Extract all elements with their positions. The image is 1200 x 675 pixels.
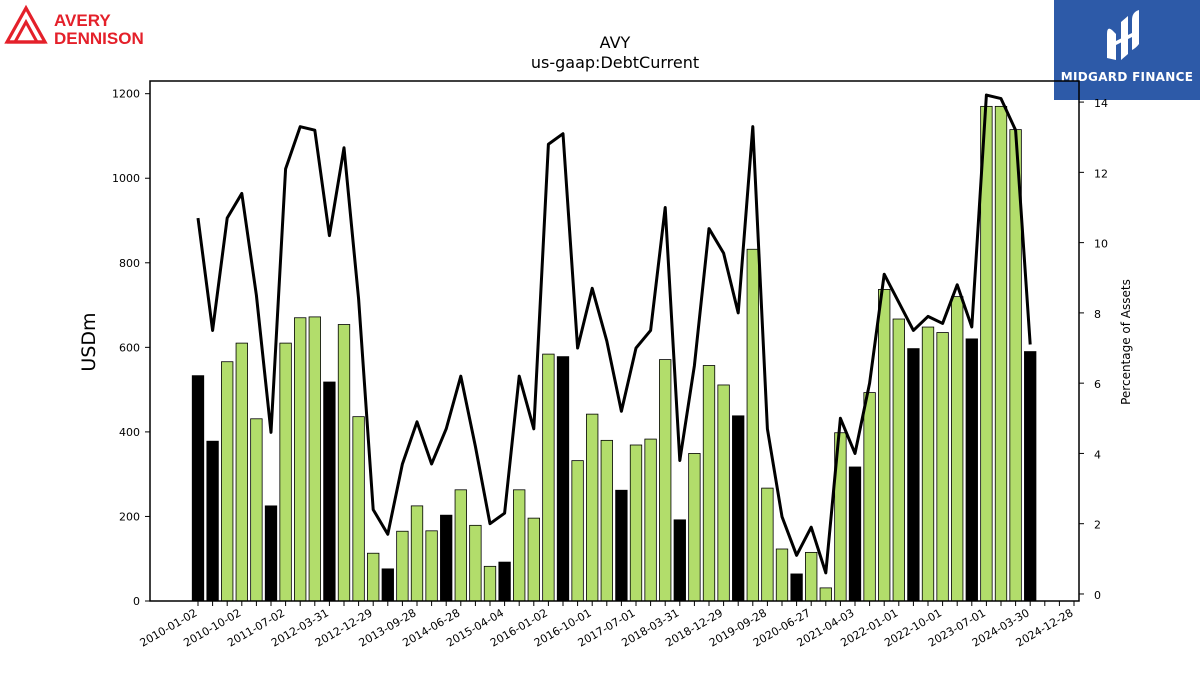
bar-42 (805, 551, 818, 602)
bar-8 (308, 316, 321, 602)
bar-7 (294, 317, 307, 602)
y-right-tick-label: 0 (1094, 589, 1101, 602)
avery-dennison-logo: AVERY DENNISON (4, 4, 174, 48)
bar-1 (206, 440, 219, 602)
y-left-tick-label: 600 (119, 341, 140, 354)
y-left-tick-label: 200 (119, 510, 140, 523)
y-left-tick-label: 400 (119, 426, 140, 439)
bar-23 (527, 517, 540, 602)
bar-57 (1024, 351, 1037, 602)
bar-0 (191, 375, 205, 602)
y-left-tick-label: 1200 (112, 88, 140, 101)
bar-35 (702, 365, 716, 602)
y-axis-right-label: Percentage of Assets (1119, 279, 1133, 405)
bar-3 (235, 342, 248, 602)
bar-43 (819, 587, 832, 602)
bar-19 (469, 524, 482, 602)
bar-37 (732, 415, 745, 602)
midgard-finance-logo: MIDGARD FINANCE (1054, 0, 1200, 100)
y-right-tick-label: 2 (1094, 519, 1101, 532)
bar-51 (936, 332, 949, 602)
bar-50 (921, 326, 935, 602)
logo-line-avery: AVERY (54, 11, 111, 30)
bar-38 (746, 248, 759, 602)
bar-11 (352, 416, 365, 602)
bar-40 (775, 548, 789, 602)
bar-6 (279, 342, 292, 602)
bar-16 (425, 530, 438, 602)
bar-36 (717, 384, 730, 602)
bar-55 (994, 105, 1008, 602)
midgard-mark-icon (1107, 10, 1139, 60)
bar-39 (761, 487, 774, 602)
bar-18 (454, 489, 467, 602)
bar-47 (878, 289, 891, 602)
bar-32 (659, 359, 672, 602)
line-group (196, 93, 1032, 575)
bar-21 (498, 561, 511, 602)
bar-25 (556, 356, 570, 602)
bar-2 (221, 361, 234, 602)
y-right-tick-label: 8 (1094, 308, 1101, 321)
y-axis-right: 0 2 4 6 8 10 12 14 (1079, 97, 1108, 602)
bar-27 (586, 413, 599, 602)
pct-of-assets-line (196, 93, 1032, 575)
chart-title: AVY (600, 33, 631, 52)
bar-5 (264, 505, 278, 602)
bar-17 (440, 514, 453, 602)
y-right-tick-label: 14 (1094, 97, 1108, 110)
y-left-tick-label: 800 (119, 257, 140, 270)
bar-53 (965, 338, 978, 602)
y-right-tick-label: 4 (1094, 448, 1101, 461)
bar-46 (863, 392, 876, 602)
avery-logo-mark-icon (4, 4, 48, 44)
x-axis: 2010-01-022010-10-022011-07-022012-03-31… (138, 601, 1076, 650)
bar-34 (688, 453, 701, 602)
bar-52 (951, 296, 964, 602)
bar-41 (790, 573, 803, 602)
bar-49 (907, 348, 920, 602)
chart-subtitle: us-gaap:DebtCurrent (531, 53, 699, 72)
bar-31 (644, 438, 657, 602)
y-left-tick-label: 0 (133, 595, 140, 608)
y-right-tick-label: 10 (1094, 238, 1108, 251)
bar-14 (396, 530, 409, 602)
bar-22 (513, 489, 526, 602)
bar-12 (367, 552, 380, 602)
bar-9 (323, 381, 336, 602)
y-axis-left-label: USDm (78, 312, 100, 371)
y-axis-left: 0 200 400 600 800 1000 1200 (112, 88, 150, 608)
bar-4 (250, 418, 263, 602)
bar-20 (483, 565, 497, 602)
bar-24 (542, 353, 555, 602)
y-left-tick-label: 1000 (112, 172, 140, 185)
bar-26 (571, 460, 584, 602)
bar-33 (673, 519, 686, 602)
bar-10 (337, 324, 351, 602)
logo-brand-text: MIDGARD FINANCE (1060, 70, 1194, 84)
bar-45 (848, 466, 862, 602)
bar-30 (629, 444, 643, 602)
bar-29 (615, 489, 628, 602)
bar-28 (600, 439, 613, 602)
plot-frame (149, 80, 1080, 602)
bar-48 (892, 318, 905, 602)
logo-line-dennison: DENNISON (54, 29, 144, 48)
y-right-tick-label: 6 (1094, 378, 1101, 391)
bar-15 (410, 505, 424, 602)
y-right-tick-label: 12 (1094, 167, 1108, 180)
bars-group (191, 105, 1037, 602)
bar-13 (381, 568, 394, 602)
